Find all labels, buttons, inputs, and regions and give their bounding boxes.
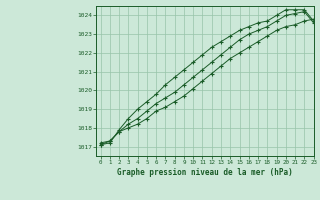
X-axis label: Graphe pression niveau de la mer (hPa): Graphe pression niveau de la mer (hPa) — [117, 168, 293, 177]
